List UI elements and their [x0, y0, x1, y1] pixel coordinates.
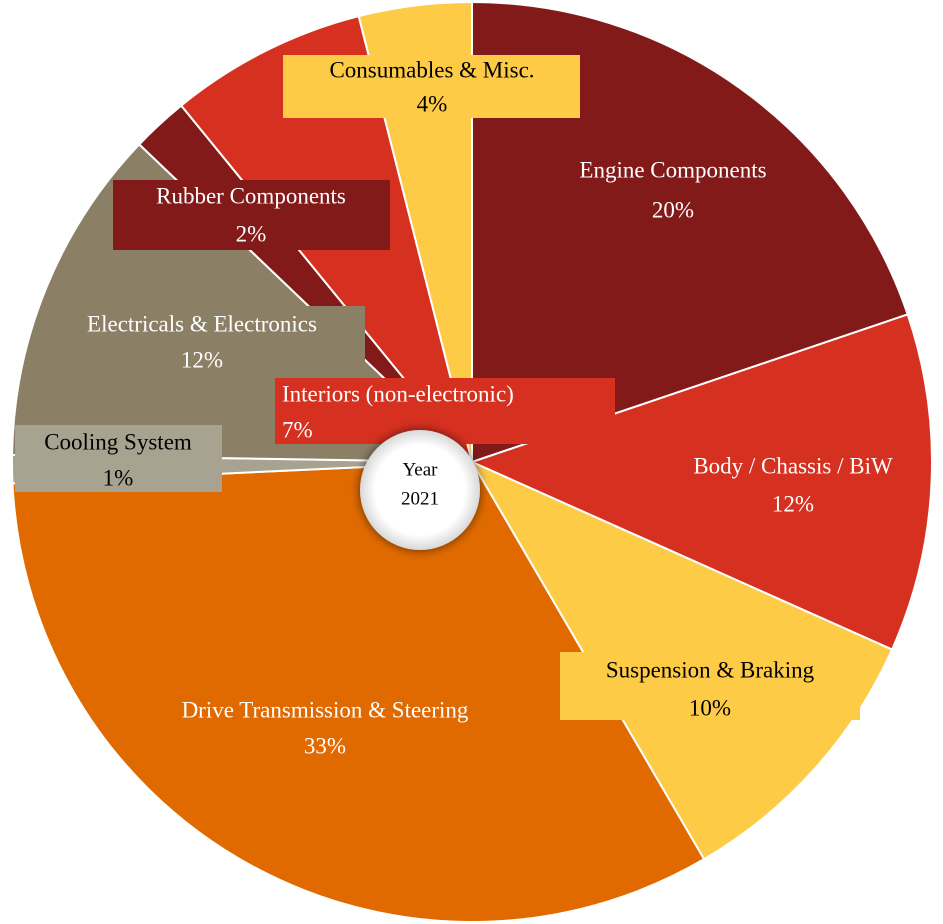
value-label: 20% — [652, 197, 694, 222]
labels: Engine Components 20% Body / Chassis / BiW… — [15, 55, 893, 758]
label-box — [113, 180, 390, 250]
label-box — [560, 652, 860, 720]
value-label: 12% — [181, 347, 223, 372]
slice-label: Interiors (non-electronic) — [282, 381, 514, 406]
slice-label: Consumables & Misc. — [329, 57, 534, 82]
value-label: 7% — [282, 417, 313, 442]
value-label: 2% — [236, 221, 267, 246]
slice-label: Drive Transmission & Steering — [182, 697, 469, 722]
pie-slice — [471, 0, 909, 464]
label-box — [275, 378, 615, 444]
center-hole — [360, 430, 480, 550]
value-label: 1% — [103, 465, 134, 490]
slice-label: Cooling System — [44, 429, 192, 454]
value-label: 33% — [304, 733, 346, 758]
slice-label: Rubber Components — [156, 183, 346, 208]
pie-slice — [469, 313, 933, 651]
label-box — [283, 55, 580, 118]
value-label: 10% — [689, 695, 731, 720]
center-label: Year — [402, 459, 438, 480]
slice-label: Engine Components — [579, 157, 766, 182]
slice-label: Electricals & Electronics — [87, 311, 317, 336]
label-box — [40, 306, 365, 376]
value-label: 12% — [772, 491, 814, 516]
value-label: 4% — [417, 91, 448, 116]
slice-label: Suspension & Braking — [606, 657, 815, 682]
center-label: 2021 — [401, 488, 439, 509]
slice-label: Body / Chassis / BiW — [693, 453, 893, 478]
pie-slice — [11, 460, 706, 923]
label-box — [15, 425, 222, 492]
